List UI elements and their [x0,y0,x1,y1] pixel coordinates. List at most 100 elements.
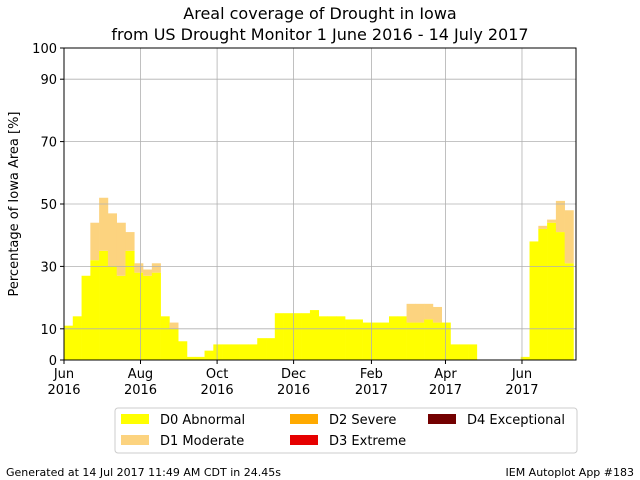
bar-segment [424,303,434,320]
bar-segment [90,260,100,360]
bar-segment [116,275,126,360]
bar-segment [538,228,548,360]
bar-segment [292,313,302,360]
bar-segment [99,197,109,251]
x-tick-label: Oct 2016 [200,367,234,398]
legend-label: D4 Exceptional [467,413,565,428]
footer-right: IEM Autoplot App #183 [506,466,635,479]
bar-segment [186,356,197,360]
legend-swatch [290,435,318,445]
bar-segment [99,250,109,360]
bar-segment [555,232,565,360]
bar-segment [318,316,328,360]
bar-segment [125,250,135,360]
bar-segment [327,316,337,360]
bar-segment [345,319,355,360]
bar-segment [257,338,267,360]
y-tick-label: 100 [32,42,57,57]
bar-segment [380,322,390,360]
y-tick-label: 10 [40,323,57,338]
bar-segment [459,344,469,360]
bar-segment [397,316,407,360]
x-tick-label: Aug 2016 [123,367,158,398]
bar-segment [362,322,372,360]
chart-subtitle: from US Drought Monitor 1 June 2016 - 14… [111,25,528,44]
bar-segment [353,319,363,360]
bar-segment [151,272,161,360]
bar-segment [143,275,153,360]
bar-segment [441,322,451,360]
bar-segment [143,269,153,276]
bar-segment [432,322,442,360]
y-tick-label: 30 [40,260,57,275]
x-tick-label: Dec 2016 [277,367,311,398]
bar-segment [134,263,144,273]
bar-segment [388,316,399,360]
bar-segment [134,272,144,360]
bar-segment [336,316,346,360]
y-tick-label: 0 [49,354,57,369]
x-tick-label: Jun 2016 [47,367,81,398]
bar-segment [283,313,293,360]
y-tick-label: 50 [40,198,57,213]
footer-left: Generated at 14 Jul 2017 11:49 AM CDT in… [6,466,281,479]
bar-segment [195,356,205,360]
legend-label: D1 Moderate [160,434,244,449]
legend-box [114,407,578,454]
y-tick-label: 90 [40,73,57,88]
legend-swatch [290,414,318,424]
bar-segment [64,325,74,360]
bar-segment [424,319,434,360]
bar-segment [371,322,381,360]
bar-segment [151,263,161,273]
bar-segment [538,225,548,229]
y-tick-label: 70 [40,136,57,151]
bar-segment [169,328,179,360]
bar-segment [107,213,118,267]
legend-label: D3 Extreme [329,434,406,449]
y-axis-label: Percentage of Iowa Area [%] [7,112,22,297]
bar-segment [274,313,284,360]
bar-segment [564,210,574,264]
bar-segment [555,200,565,233]
bar-segment [301,313,311,360]
legend-label: D0 Abnormal [160,413,245,428]
bar-segment [406,303,416,323]
bar-segment [529,241,539,360]
bar-segment [468,344,478,360]
bar-segment [90,222,100,261]
bar-segment [432,306,442,323]
bar-segment [72,316,82,360]
x-tick-label: Feb 2017 [354,367,388,398]
bar-segment [81,275,91,360]
bar-segment [450,344,460,360]
bar-segment [213,344,223,360]
legend-swatch [428,414,456,424]
bar-segment [125,232,135,251]
bar-segment [266,338,276,360]
bar-segment [222,344,232,360]
bar-segment [178,341,188,360]
bar-segment [204,350,214,360]
x-tick-label: Apr 2017 [428,367,463,398]
legend-swatch [121,435,149,445]
chart-title: Areal coverage of Drought in Iowa [183,4,456,23]
bar-segment [309,310,320,360]
bar-segment [547,219,557,223]
legend-swatch [121,414,149,424]
bar-segment [415,303,425,323]
bar-segment [248,344,258,360]
plot-frame [63,47,577,361]
bar-segment [160,316,170,360]
bar-segment [547,222,557,360]
bar-segment [239,344,249,360]
bar-segment [564,263,574,360]
plot-area [64,197,574,360]
bar-segment [415,322,425,360]
legend-label: D2 Severe [329,413,396,428]
bar-segment [230,344,240,360]
bar-segment [169,322,179,329]
x-tick-label: Jun 2017 [505,367,539,398]
